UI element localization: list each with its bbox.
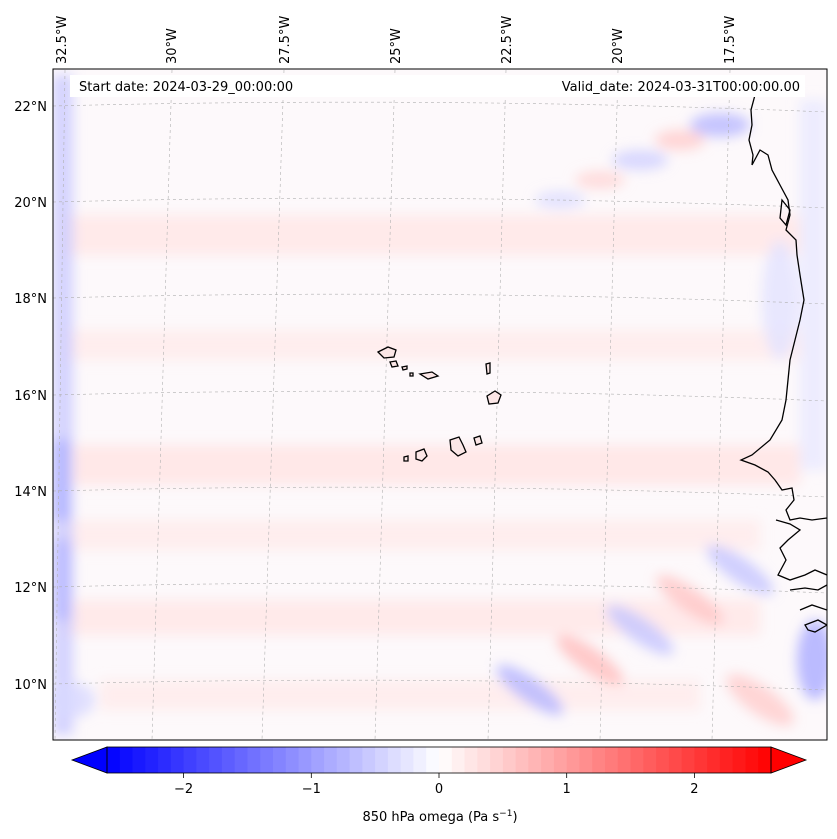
colorbar-cell	[579, 747, 593, 773]
colorbar-cell	[209, 747, 223, 773]
lon-label: 25°W	[389, 28, 404, 64]
colorbar-cell	[158, 747, 172, 773]
lat-label: 16°N	[14, 389, 47, 404]
colorbar-tick-label: 2	[690, 782, 698, 797]
colorbar-cell	[413, 747, 427, 773]
colorbar-cell	[528, 747, 542, 773]
colorbar-cell	[553, 747, 568, 773]
colorbar-cell	[439, 747, 453, 773]
date-header-background	[70, 75, 805, 97]
colorbar-cell	[605, 747, 619, 773]
colorbar-cell	[617, 747, 632, 773]
coastline	[739, 94, 827, 633]
map-area	[53, 69, 827, 740]
colorbar-cell	[490, 747, 504, 773]
colorbar-extend-max	[770, 746, 808, 774]
lat-label: 20°N	[14, 196, 47, 211]
colorbar-cell	[668, 747, 683, 773]
colorbar-cell	[170, 747, 185, 773]
colorbar-cell	[362, 747, 376, 773]
colorbar-cell	[694, 747, 708, 773]
colorbar-cell	[719, 747, 734, 773]
omega-field	[53, 69, 827, 740]
colorbar-cells	[107, 747, 772, 773]
longitude-labels: 32.5°W 30°W 27.5°W 25°W 22.5°W 20°W 17.5…	[55, 16, 738, 64]
colorbar-cell	[477, 747, 491, 773]
colorbar-extend-min	[70, 746, 108, 774]
colorbar-cell	[451, 747, 466, 773]
colorbar-cell	[541, 747, 555, 773]
colorbar-tick-label: −2	[174, 782, 193, 797]
colorbar-cell	[566, 747, 581, 773]
lat-label: 12°N	[14, 581, 47, 596]
colorbar-ticks: −2 −1 0 1 2	[174, 773, 699, 797]
colorbar-label: 850 hPa omega (Pa s−1)	[362, 809, 517, 825]
colorbar: −2 −1 0 1 2 850 hPa omega (Pa s−1)	[70, 746, 808, 825]
colorbar-tick-label: 1	[563, 782, 571, 797]
lon-label: 27.5°W	[278, 16, 293, 64]
colorbar-cell	[183, 747, 197, 773]
lon-label: 32.5°W	[55, 16, 70, 64]
colorbar-cell	[502, 747, 517, 773]
colorbar-tick-label: −1	[302, 782, 321, 797]
colorbar-cell	[515, 747, 529, 773]
colorbar-cell	[592, 747, 606, 773]
lat-label: 22°N	[14, 100, 47, 115]
colorbar-cell	[298, 747, 312, 773]
lon-label: 30°W	[165, 28, 180, 64]
colorbar-cell	[107, 747, 121, 773]
colorbar-cell	[324, 747, 338, 773]
colorbar-cell	[196, 747, 210, 773]
lon-label: 17.5°W	[723, 16, 738, 64]
colorbar-cell	[234, 747, 249, 773]
colorbar-cell	[132, 747, 146, 773]
graticule	[53, 69, 827, 740]
colorbar-cell	[285, 747, 300, 773]
colorbar-cell	[221, 747, 236, 773]
colorbar-cell	[273, 747, 287, 773]
lat-label: 14°N	[14, 485, 47, 500]
colorbar-cell	[630, 747, 644, 773]
lat-label: 18°N	[14, 292, 47, 307]
map-border	[52, 68, 828, 741]
colorbar-cell	[707, 747, 721, 773]
colorbar-cell	[336, 747, 351, 773]
colorbar-cell	[387, 747, 402, 773]
valid-date-label: Valid_date: 2024-03-31T00:00:00.00	[562, 80, 800, 95]
colorbar-cell	[349, 747, 363, 773]
colorbar-cell	[681, 747, 695, 773]
colorbar-cell	[119, 747, 134, 773]
colorbar-cell	[400, 747, 415, 773]
colorbar-cell	[758, 747, 772, 773]
colorbar-cell	[464, 747, 478, 773]
colorbar-cell	[656, 747, 670, 773]
start-date-label: Start date: 2024-03-29_00:00:00	[79, 80, 293, 95]
colorbar-cell	[247, 747, 261, 773]
lat-label: 10°N	[14, 678, 47, 693]
colorbar-cell	[643, 747, 657, 773]
latitude-labels: 22°N 20°N 18°N 16°N 14°N 12°N 10°N	[14, 100, 47, 693]
colorbar-cell	[145, 747, 159, 773]
colorbar-cell	[426, 747, 440, 773]
colorbar-cell	[260, 747, 274, 773]
lon-label: 20°W	[611, 28, 626, 64]
colorbar-tick-label: 0	[435, 782, 443, 797]
colorbar-cell	[375, 747, 389, 773]
colorbar-cell	[311, 747, 325, 773]
colorbar-cell	[745, 747, 759, 773]
cabo-verde-islands	[376, 346, 502, 462]
colorbar-cell	[732, 747, 747, 773]
lon-label: 22.5°W	[500, 16, 515, 64]
